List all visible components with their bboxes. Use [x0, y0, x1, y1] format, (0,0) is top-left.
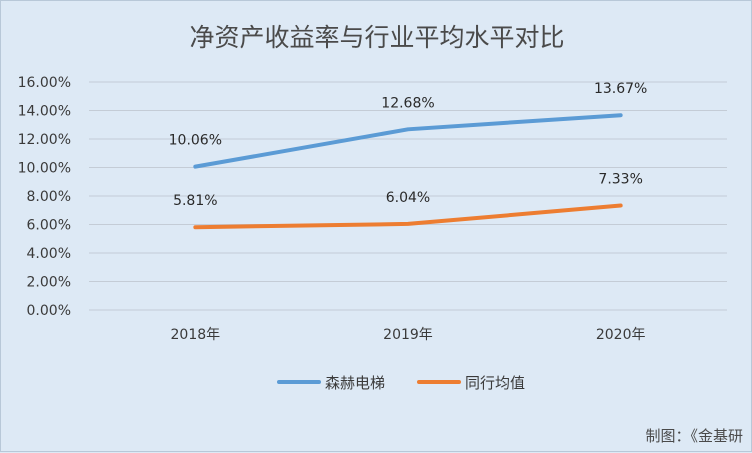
- data-label: 6.04%: [386, 190, 430, 206]
- y-tick-label: 16.00%: [18, 75, 71, 91]
- series-1: 10.06% 12.68% 13.67%: [169, 81, 648, 167]
- series-2: 5.81% 6.04% 7.33%: [173, 172, 643, 228]
- legend-label: 森赫电梯: [325, 374, 385, 392]
- data-label: 5.81%: [173, 193, 217, 209]
- y-tick-label: 0.00%: [27, 303, 71, 319]
- credit-text: 制图：《金基研: [645, 427, 743, 445]
- data-label: 13.67%: [594, 81, 647, 97]
- chart-title: 净资产收益率与行业平均水平对比: [189, 23, 564, 52]
- y-tick-label: 2.00%: [27, 275, 71, 291]
- legend-item: 同行均值: [419, 374, 525, 392]
- legend: 森赫电梯 同行均值: [279, 374, 525, 392]
- x-tick-label: 2020年: [596, 327, 646, 343]
- y-tick-label: 10.00%: [18, 161, 71, 177]
- y-tick-label: 4.00%: [27, 246, 71, 262]
- y-tick-label: 14.00%: [18, 104, 71, 120]
- data-label: 12.68%: [381, 95, 434, 111]
- data-label: 10.06%: [169, 133, 222, 149]
- series-line: [195, 115, 620, 166]
- y-axis: 0.00% 2.00% 4.00% 6.00% 8.00% 10.00% 12.00% 14.…: [18, 75, 71, 319]
- y-tick-label: 6.00%: [27, 218, 71, 234]
- y-tick-label: 12.00%: [18, 132, 71, 148]
- plot-area: 10.06% 12.68% 13.67% 5.81% 6.04% 7.33%: [169, 81, 648, 227]
- x-tick-label: 2019年: [383, 327, 433, 343]
- data-label: 7.33%: [598, 172, 642, 188]
- legend-item: 森赫电梯: [279, 374, 385, 392]
- legend-label: 同行均值: [465, 374, 525, 392]
- y-tick-label: 8.00%: [27, 189, 71, 205]
- x-tick-label: 2018年: [171, 327, 221, 343]
- x-axis: 2018年 2019年 2020年: [171, 327, 646, 343]
